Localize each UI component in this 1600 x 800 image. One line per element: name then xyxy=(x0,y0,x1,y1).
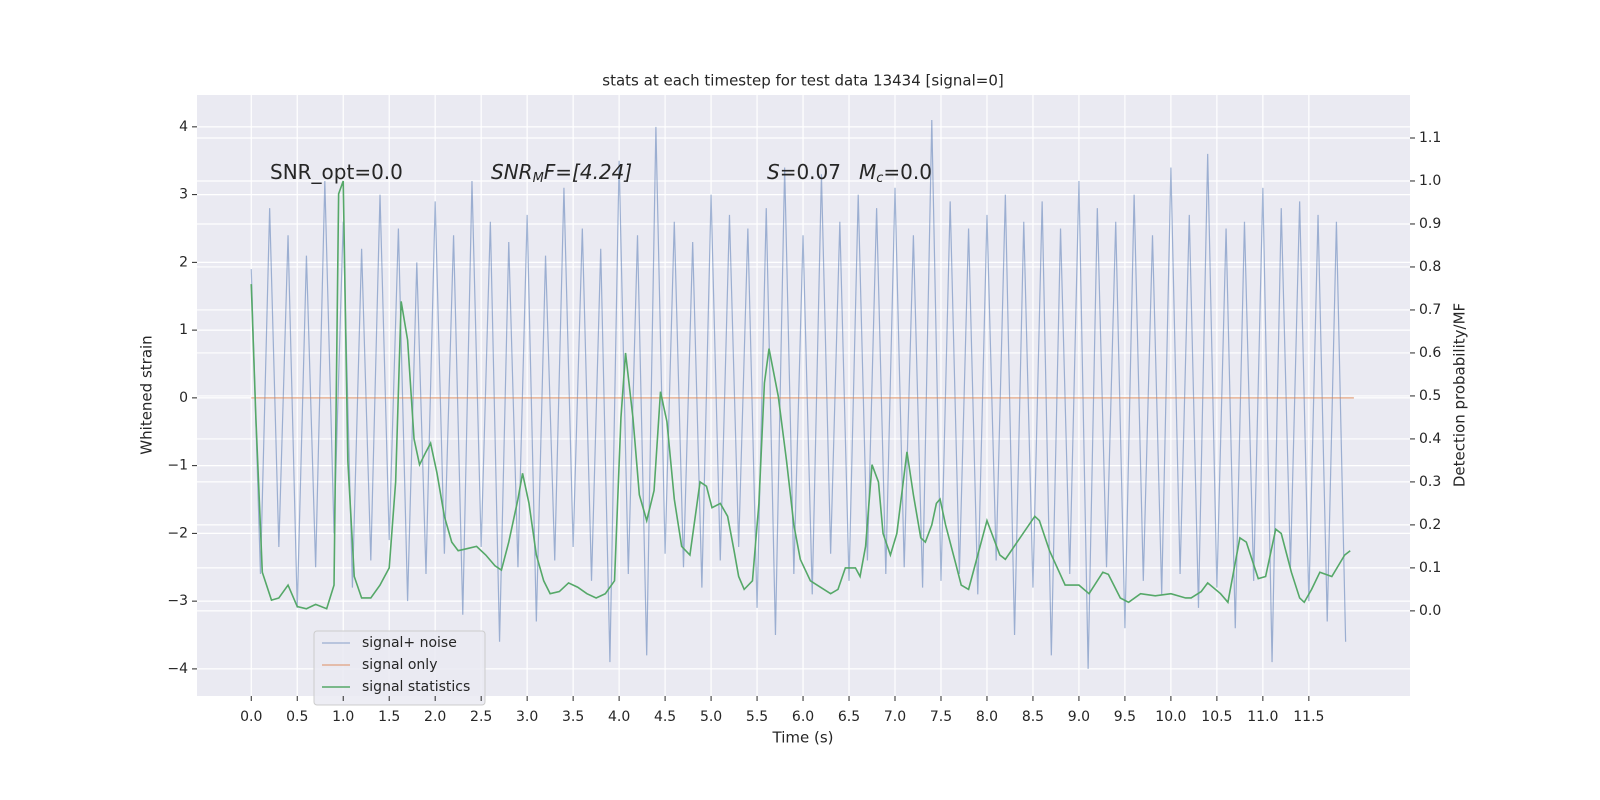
legend-label: signal only xyxy=(362,657,437,673)
x-tick-label: 4.0 xyxy=(608,709,630,725)
legend: signal+ noise signal only signal statistic… xyxy=(313,630,486,706)
y-tick-label: −4 xyxy=(167,661,188,677)
x-tick-label: 11.0 xyxy=(1247,709,1278,725)
y-axis-label: Whitened strain xyxy=(138,335,156,454)
y2-tick-label: 0.8 xyxy=(1419,259,1441,275)
annotation: Mc=0.0 xyxy=(859,160,932,186)
y2-tick-label: 0.1 xyxy=(1419,560,1441,576)
x-tick-label: 5.0 xyxy=(700,709,722,725)
y2-tick-label: 0.3 xyxy=(1419,474,1441,490)
y2-tick-label: 0.9 xyxy=(1419,216,1441,232)
y-tick-label: 4 xyxy=(179,119,188,135)
x-tick-label: 8.5 xyxy=(1022,709,1044,725)
y2-tick-label: 0.6 xyxy=(1419,345,1441,361)
annotation: SNR_opt=0.0 xyxy=(270,160,403,184)
x-tick-label: 1.0 xyxy=(332,709,354,725)
y2-tick-label: 0.0 xyxy=(1419,603,1441,619)
y2-axis-label: Detection probability/MF xyxy=(1451,303,1469,487)
y-tick-label: 2 xyxy=(179,254,188,270)
y2-tick-label: 0.2 xyxy=(1419,517,1441,533)
annotation-text: =0.07 xyxy=(780,160,841,184)
annotation: S=0.07 xyxy=(767,160,841,184)
legend-box xyxy=(313,630,486,706)
annotation-text: SNR xyxy=(491,160,533,184)
annotation-text: S xyxy=(767,160,780,184)
x-tick-label: 11.5 xyxy=(1293,709,1324,725)
y-tick-label: 3 xyxy=(179,187,188,203)
annotation-subscript: M xyxy=(533,171,544,186)
x-tick-label: 10.5 xyxy=(1201,709,1232,725)
annotation: SNRMF=[4.24] xyxy=(491,160,632,186)
annotation-subscript: c xyxy=(876,171,883,186)
series-line xyxy=(250,180,1351,610)
y-tick-label: −1 xyxy=(167,458,188,474)
x-axis-label: Time (s) xyxy=(772,729,834,747)
x-tick-label: 8.0 xyxy=(976,709,998,725)
y2-tick-label: 1.1 xyxy=(1419,130,1441,146)
x-tick-label: 4.5 xyxy=(654,709,676,725)
legend-label: signal+ noise xyxy=(362,635,457,651)
y2-tick-label: 0.5 xyxy=(1419,388,1441,404)
x-tick-label: 6.5 xyxy=(838,709,860,725)
chart-title: stats at each timestep for test data 134… xyxy=(602,72,1003,90)
legend-label: signal statistics xyxy=(362,679,470,695)
y-tick-label: −3 xyxy=(167,593,188,609)
x-tick-label: 10.0 xyxy=(1155,709,1186,725)
x-tick-label: 6.0 xyxy=(792,709,814,725)
x-tick-label: 2.0 xyxy=(424,709,446,725)
y2-tick-label: 0.4 xyxy=(1419,431,1441,447)
x-tick-label: 7.0 xyxy=(884,709,906,725)
y-tick-label: −2 xyxy=(167,525,188,541)
x-tick-label: 9.0 xyxy=(1068,709,1090,725)
x-tick-label: 3.5 xyxy=(562,709,584,725)
annotation-text: SNR_opt=0.0 xyxy=(270,160,403,184)
annotation-text: F=[4.24] xyxy=(544,160,632,184)
annotation-text: M xyxy=(859,160,876,184)
x-tick-label: 1.5 xyxy=(378,709,400,725)
y-tick-label: 0 xyxy=(179,390,188,406)
series-line xyxy=(250,120,1347,669)
x-tick-label: 7.5 xyxy=(930,709,952,725)
x-tick-label: 0.5 xyxy=(286,709,308,725)
y-tick-label: 1 xyxy=(179,322,188,338)
y2-tick-label: 0.7 xyxy=(1419,302,1441,318)
x-tick-label: 3.0 xyxy=(516,709,538,725)
x-tick-label: 2.5 xyxy=(470,709,492,725)
x-tick-label: 9.5 xyxy=(1114,709,1136,725)
x-tick-label: 5.5 xyxy=(746,709,768,725)
marks xyxy=(250,120,1354,669)
x-tick-label: 0.0 xyxy=(240,709,262,725)
annotation-text: =0.0 xyxy=(883,160,932,184)
y2-tick-label: 1.0 xyxy=(1419,173,1441,189)
